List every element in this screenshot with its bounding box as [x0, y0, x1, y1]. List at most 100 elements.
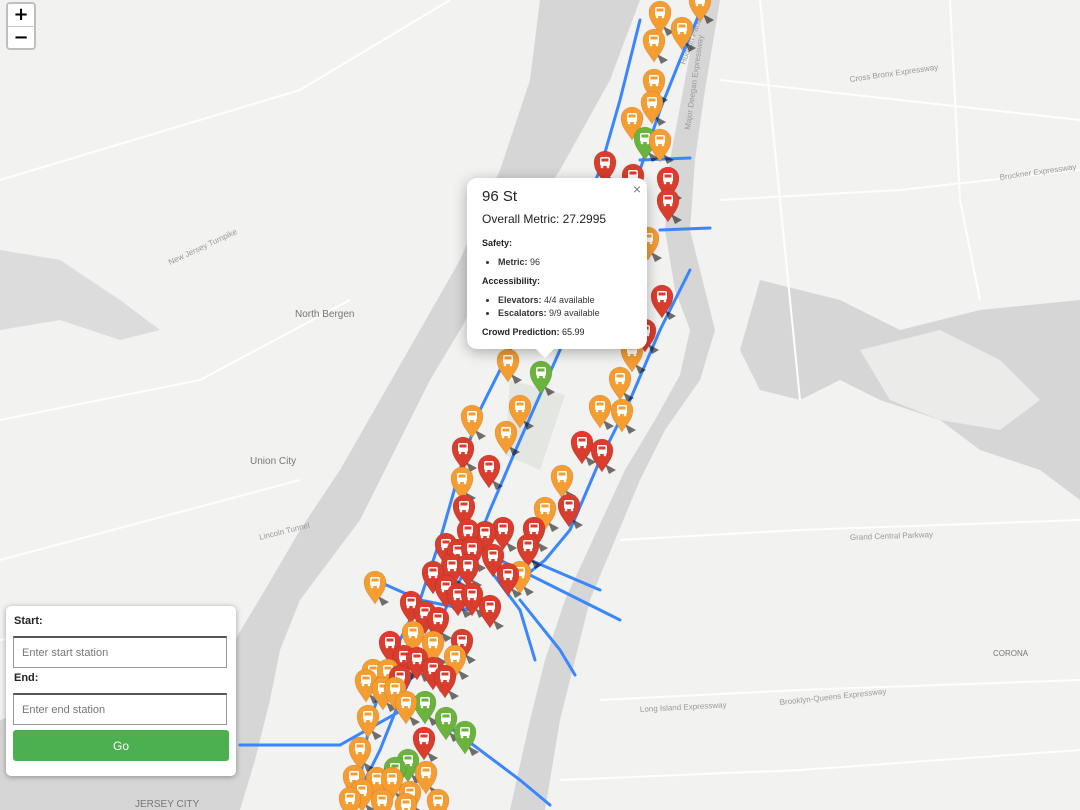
escalators-value: 9/9 available	[549, 308, 600, 318]
road-label: Grand Central Parkway	[850, 530, 933, 542]
bus-icon	[372, 773, 382, 785]
station-marker[interactable]	[610, 398, 636, 434]
station-marker[interactable]	[588, 394, 614, 430]
bus-icon	[695, 0, 705, 7]
bus-icon	[627, 113, 637, 125]
bus-icon	[345, 793, 355, 805]
popup-crowd-prediction: Crowd Prediction: 65.99	[482, 327, 632, 337]
station-marker[interactable]	[570, 430, 596, 466]
station-marker[interactable]	[508, 394, 534, 430]
bus-icon	[428, 637, 438, 649]
station-marker[interactable]	[670, 16, 696, 52]
bus-icon	[363, 711, 373, 723]
end-label: End:	[14, 672, 39, 684]
bus-icon	[540, 503, 550, 515]
bus-icon	[420, 697, 430, 709]
crowd-label: Crowd Prediction:	[482, 327, 560, 337]
station-marker[interactable]	[370, 788, 396, 810]
bus-icon	[440, 671, 450, 683]
elevators-value: 4/4 available	[544, 295, 595, 305]
place-label-north-bergen: North Bergen	[295, 309, 354, 320]
station-marker[interactable]	[496, 348, 522, 384]
station-marker[interactable]	[394, 792, 420, 810]
bus-icon	[401, 799, 411, 810]
bus-icon	[484, 461, 494, 473]
station-marker[interactable]	[453, 720, 479, 756]
station-marker[interactable]	[648, 0, 674, 36]
station-marker[interactable]	[642, 28, 668, 64]
popup-safety-heading: Safety:	[482, 238, 513, 248]
zoom-in-button[interactable]: +	[8, 4, 34, 26]
bus-icon	[463, 525, 473, 537]
bus-icon	[385, 637, 395, 649]
station-marker[interactable]	[433, 664, 459, 700]
bus-icon	[458, 443, 468, 455]
bus-icon	[523, 540, 533, 552]
station-marker[interactable]	[338, 786, 364, 810]
station-marker[interactable]	[348, 736, 374, 772]
bus-icon	[640, 133, 650, 145]
bus-icon	[450, 651, 460, 663]
bus-icon	[441, 713, 451, 725]
bus-icon	[515, 401, 525, 413]
station-marker[interactable]	[426, 788, 452, 810]
station-marker[interactable]	[356, 704, 382, 740]
bus-icon	[577, 437, 587, 449]
station-marker[interactable]	[494, 420, 520, 456]
station-marker[interactable]	[394, 690, 420, 726]
bus-icon	[595, 401, 605, 413]
bus-icon	[467, 589, 477, 601]
bus-icon	[503, 569, 513, 581]
bus-icon	[370, 577, 380, 589]
end-station-input[interactable]	[13, 693, 227, 725]
bus-icon	[617, 405, 627, 417]
station-marker[interactable]	[650, 284, 676, 320]
station-marker[interactable]	[450, 466, 476, 502]
station-marker[interactable]	[529, 360, 555, 396]
bus-icon	[655, 7, 665, 19]
bus-icon	[453, 589, 463, 601]
bus-icon	[447, 560, 457, 572]
station-marker[interactable]	[496, 562, 522, 598]
station-marker[interactable]	[354, 668, 380, 704]
station-marker[interactable]	[414, 760, 440, 796]
bus-icon	[412, 653, 422, 665]
place-label-union-city: Union City	[250, 456, 296, 467]
station-marker[interactable]	[477, 454, 503, 490]
bus-icon	[498, 523, 508, 535]
station-marker[interactable]	[656, 188, 682, 224]
bus-icon	[433, 613, 443, 625]
station-marker[interactable]	[688, 0, 714, 24]
station-marker[interactable]	[648, 128, 674, 164]
station-marker[interactable]	[516, 533, 542, 569]
bus-icon	[457, 473, 467, 485]
popup-accessibility-list: Elevators: 4/4 available Escalators: 9/9…	[482, 295, 632, 318]
station-marker[interactable]	[412, 726, 438, 762]
popup-safety-list: Metric: 96	[482, 257, 632, 267]
station-marker[interactable]	[608, 366, 634, 402]
station-marker[interactable]	[460, 582, 486, 618]
start-label: Start:	[14, 615, 43, 627]
station-marker[interactable]	[478, 594, 504, 630]
bus-icon	[501, 427, 511, 439]
station-marker[interactable]	[557, 493, 583, 529]
station-marker[interactable]	[460, 404, 486, 440]
bus-icon	[419, 733, 429, 745]
bus-icon	[460, 727, 470, 739]
station-marker[interactable]	[451, 436, 477, 472]
station-marker[interactable]	[363, 570, 389, 606]
station-marker[interactable]	[640, 90, 666, 126]
start-station-input[interactable]	[13, 636, 227, 668]
go-button[interactable]: Go	[13, 730, 229, 761]
zoom-out-button[interactable]: −	[8, 26, 34, 48]
bus-icon	[433, 795, 443, 807]
bus-icon	[615, 373, 625, 385]
bus-icon	[488, 550, 498, 562]
popup-close-button[interactable]: ×	[632, 181, 641, 197]
bus-icon	[459, 501, 469, 513]
station-marker[interactable]	[590, 438, 616, 474]
bus-icon	[463, 560, 473, 572]
crowd-value: 65.99	[562, 327, 585, 337]
bus-icon	[564, 500, 574, 512]
bus-icon	[536, 367, 546, 379]
